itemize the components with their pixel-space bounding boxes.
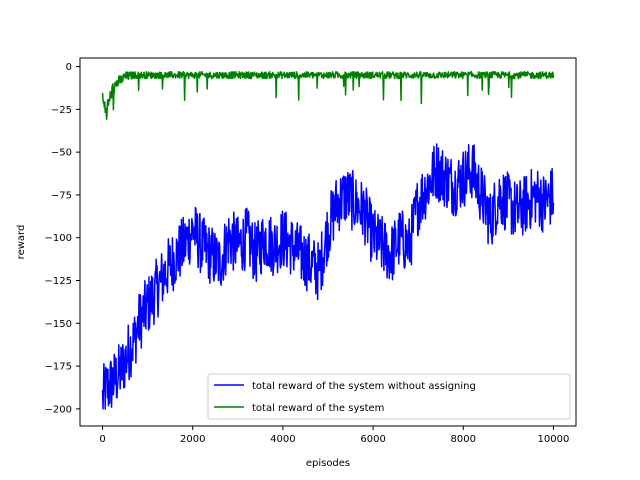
series-line-system	[101, 70, 555, 120]
y-axis-label: reward	[16, 225, 27, 260]
x-axis-label: episodes	[306, 458, 350, 469]
legend-box	[207, 373, 571, 420]
plot-content	[101, 70, 555, 410]
plot-frame	[79, 57, 577, 427]
y-tick-label: 0	[66, 62, 72, 73]
y-tick-label: −75	[51, 190, 72, 201]
y-tick-label: −150	[45, 319, 72, 330]
y-tick-label: −175	[45, 362, 72, 373]
y-tick-label: −25	[51, 105, 72, 116]
x-tick-label: 6000	[360, 434, 385, 445]
y-tick-label: −50	[51, 148, 72, 159]
x-tick-label: 4000	[270, 434, 295, 445]
y-tick-label: −200	[45, 404, 72, 415]
x-tick-label: 0	[99, 434, 105, 445]
y-axis-ticks: 0 −25 −50 −75 −100 −125 −150 −175 −200	[45, 62, 80, 415]
series-line-without-assigning	[101, 143, 555, 410]
legend: total reward of the system without assig…	[207, 373, 571, 420]
y-tick-label: −125	[45, 276, 72, 287]
y-tick-label: −100	[45, 233, 72, 244]
legend-label-without-assigning: total reward of the system without assig…	[252, 381, 476, 392]
legend-label-system: total reward of the system	[252, 403, 384, 414]
x-axis-ticks: 0 2000 4000 6000 8000 10000	[99, 426, 569, 445]
x-tick-label: 10000	[538, 434, 570, 445]
x-tick-label: 8000	[451, 434, 476, 445]
x-tick-label: 2000	[180, 434, 205, 445]
